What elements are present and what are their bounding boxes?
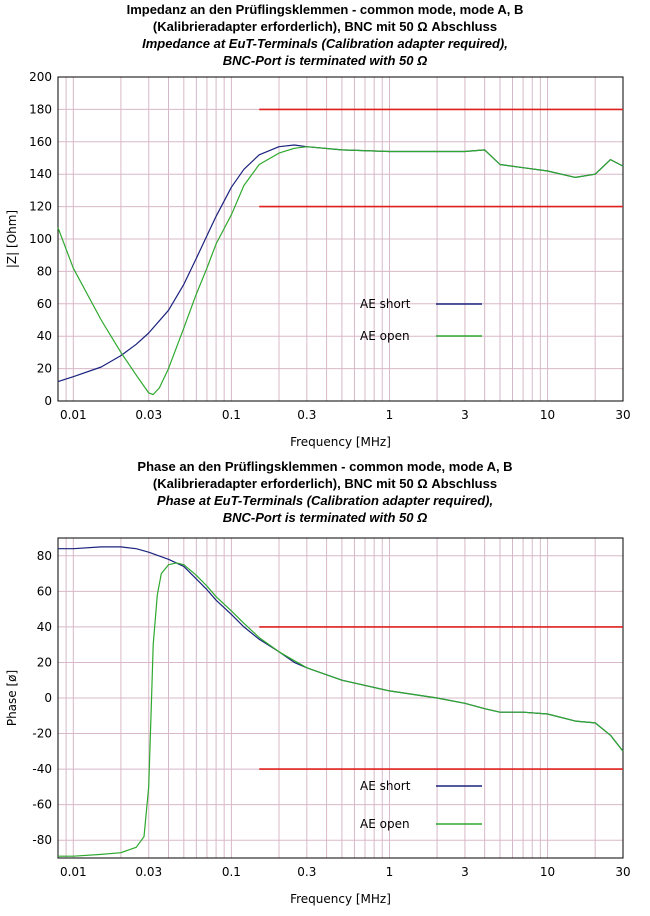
impedance-y-tick-label: 100 <box>29 232 52 246</box>
phase-x-tick-label: 30 <box>615 865 630 879</box>
impedance-x-tick-label: 0.1 <box>222 408 241 422</box>
impedance-x-tick-label: 10 <box>540 408 555 422</box>
impedance-chart-subtitle-en: BNC-Port is terminated with 50 Ω <box>222 53 428 68</box>
impedance-x-tick-label: 1 <box>386 408 394 422</box>
impedance-y-tick-label: 120 <box>29 200 52 214</box>
impedance-x-axis-label: Frequency [MHz] <box>290 435 391 449</box>
phase-x-tick-label: 10 <box>540 865 555 879</box>
impedance-x-tick-label: 0.01 <box>60 408 87 422</box>
impedance-y-tick-label: 0 <box>44 394 52 408</box>
impedance-legend-label: AE short <box>360 297 411 311</box>
impedance-x-tick-label: 0.03 <box>135 408 162 422</box>
phase-legend-label: AE short <box>360 779 411 793</box>
impedance-y-tick-label: 180 <box>29 102 52 116</box>
phase-chart-title: Phase an den Prüflingsklemmen - common m… <box>137 459 513 474</box>
phase-y-tick-label: 80 <box>37 549 52 563</box>
phase-y-tick-label: -20 <box>32 727 52 741</box>
phase-y-tick-label: -40 <box>32 762 52 776</box>
impedance-y-tick-label: 140 <box>29 167 52 181</box>
impedance-x-tick-label: 0.3 <box>297 408 316 422</box>
impedance-y-tick-label: 60 <box>37 297 52 311</box>
phase-x-tick-label: 0.03 <box>135 865 162 879</box>
phase-legend-label: AE open <box>360 817 410 831</box>
phase-x-tick-label: 0.3 <box>297 865 316 879</box>
phase-y-tick-label: 20 <box>37 655 52 669</box>
impedance-y-tick-label: 40 <box>37 329 52 343</box>
impedance-y-tick-label: 20 <box>37 362 52 376</box>
impedance-series-ae-short-line <box>57 144 624 383</box>
phase-y-tick-label: -80 <box>32 833 52 847</box>
impedance-chart-subtitle: (Kalibrieradapter erforderlich), BNC mit… <box>152 19 498 34</box>
impedance-chart-title-en: Impedance at EuT-Terminals (Calibration … <box>142 36 508 51</box>
phase-y-tick-label: -60 <box>32 798 52 812</box>
phase-y-axis-label: Phase [ø] <box>5 670 19 726</box>
phase-x-tick-label: 3 <box>461 865 469 879</box>
impedance-x-tick-label: 3 <box>461 408 469 422</box>
phase-x-tick-label: 1 <box>386 865 394 879</box>
phase-y-tick-label: 0 <box>44 691 52 705</box>
phase-y-tick-label: 60 <box>37 584 52 598</box>
phase-chart: 0.01 0.03 0.1 0.3 1 3 10 30 -80 -60 -40 -20 0 20 40 60 8… <box>5 537 631 906</box>
phase-chart-subtitle: (Kalibrieradapter erforderlich), BNC mit… <box>152 476 498 491</box>
impedance-x-tick-label: 30 <box>615 408 630 422</box>
impedance-y-axis-label: |Z| [Ohm] <box>5 210 19 268</box>
phase-chart-subtitle-en: BNC-Port is terminated with 50 Ω <box>222 510 428 525</box>
phase-chart-title-block: Phase an den Prüflingsklemmen - common m… <box>0 458 650 526</box>
impedance-series-ae-open-line <box>57 146 624 396</box>
phase-series-ae-open-line <box>58 562 624 857</box>
phase-chart-title-en: Phase at EuT-Terminals (Calibration adap… <box>156 493 494 508</box>
impedance-chart-title: Impedanz an den Prüflingsklemmen - commo… <box>126 2 524 17</box>
impedance-plot-frame <box>57 76 624 402</box>
phase-x-tick-label: 0.1 <box>222 865 241 879</box>
impedance-chart: 0.01 0.03 0.1 0.3 1 3 10 30 0 20 40 60 80 100 120 140 16… <box>5 70 631 449</box>
impedance-y-tick-label: 80 <box>37 264 52 278</box>
phase-x-axis-label: Frequency [MHz] <box>290 892 391 906</box>
phase-y-tick-label: 40 <box>37 620 52 634</box>
phase-series-ae-short-line <box>58 546 624 752</box>
impedance-chart-title-block: Impedanz an den Prüflingsklemmen - commo… <box>0 1 650 69</box>
impedance-legend-label: AE open <box>360 329 410 343</box>
phase-x-tick-label: 0.01 <box>60 865 87 879</box>
phase-plot-frame <box>57 537 624 859</box>
impedance-y-tick-label: 160 <box>29 135 52 149</box>
impedance-y-tick-label: 200 <box>29 70 52 84</box>
